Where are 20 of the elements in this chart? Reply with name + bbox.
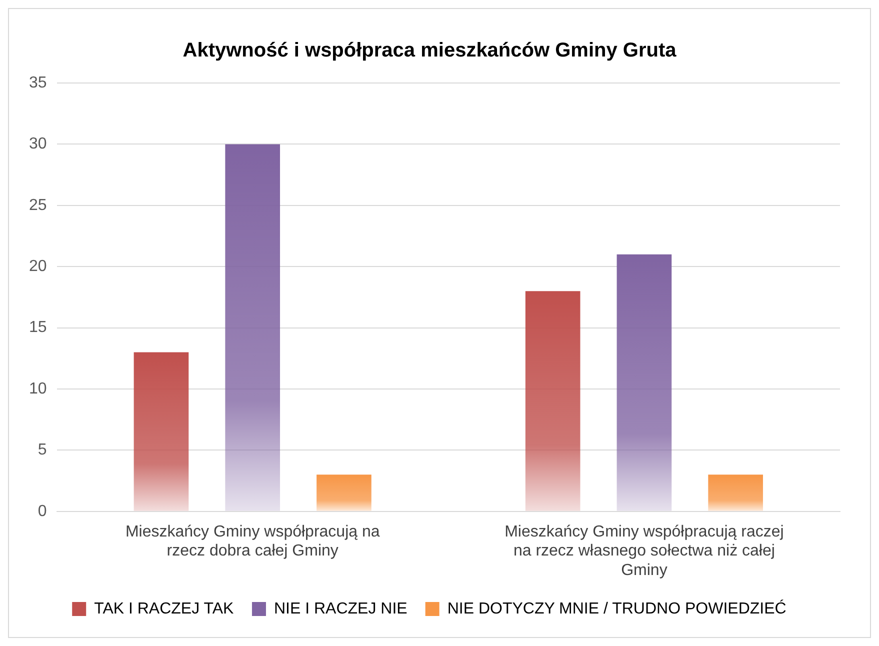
y-tick-label: 10 <box>29 380 47 398</box>
y-tick-label: 20 <box>29 258 47 276</box>
chart-title: Aktywność i współpraca mieszkańców Gminy Gruta <box>182 40 678 62</box>
legend-label: NIE I RACZEJ NIE <box>274 600 408 618</box>
x-tick-label: Mieszkańcy Gminy współpracują na rzecz dobra całej Gminy <box>125 523 380 560</box>
bar <box>225 144 280 511</box>
y-tick-label: 35 <box>29 74 47 92</box>
y-tick-label: 0 <box>38 502 47 520</box>
bar <box>134 352 189 511</box>
x-tick-label: Mieszkańcy Gminy współpracują raczej na rzecz własnego sołectwa niż całej Gminy <box>504 523 784 579</box>
bar <box>525 291 580 511</box>
y-tick-label: 25 <box>29 196 47 214</box>
bar <box>708 474 763 511</box>
bar <box>616 254 672 511</box>
y-tick-label: 5 <box>38 442 47 459</box>
y-tick-label: 15 <box>29 319 47 336</box>
y-tick-label: 30 <box>29 136 47 153</box>
legend-label: TAK I RACZEJ TAK <box>94 600 234 618</box>
legend-label: NIE DOTYCZY MNIE / TRUDNO POWIEDZIEĆ <box>447 599 786 618</box>
bar <box>316 474 372 511</box>
